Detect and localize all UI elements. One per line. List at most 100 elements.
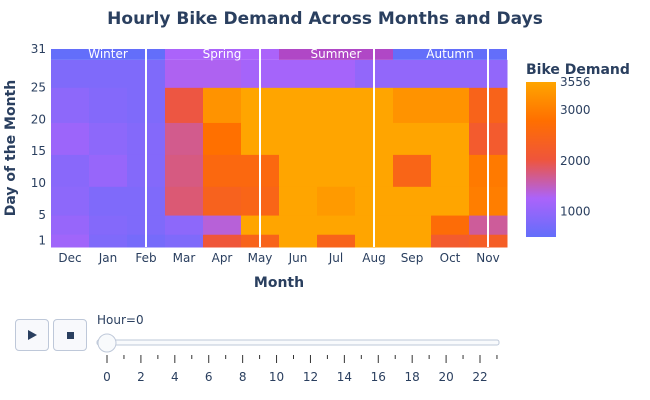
season-band	[165, 49, 279, 60]
x-tick-label: May	[248, 251, 273, 265]
heatmap-cell	[317, 154, 356, 187]
y-tick-label: 1	[38, 234, 46, 248]
heatmap-cell	[51, 186, 90, 216]
x-axis-title: Month	[254, 275, 304, 291]
y-axis-title: Day of the Month	[3, 80, 19, 216]
x-tick-label: Feb	[135, 251, 156, 265]
heatmap-cell	[393, 215, 432, 235]
colorbar	[526, 82, 556, 237]
heatmap-cell	[393, 234, 432, 248]
slider-tick-label: 10	[269, 370, 284, 384]
slider-tick-label: 0	[103, 370, 111, 384]
heatmap-cell	[51, 87, 90, 123]
heatmap-cell	[279, 234, 318, 248]
slider-ticks: 0 2 4 6 8 10 12 14 16 18 20 22	[103, 355, 498, 384]
colorbar-tick-label: 1000	[560, 205, 591, 219]
heatmap-cell	[279, 59, 318, 88]
heatmap-cell	[89, 87, 128, 123]
heatmap-cell	[89, 186, 128, 216]
slider-tick-label: 6	[205, 370, 213, 384]
heatmap-cell	[431, 122, 470, 155]
y-tick-label: 25	[31, 80, 46, 94]
heatmap-cell	[51, 154, 90, 187]
heatmap-cell	[393, 186, 432, 216]
slider-current-label: Hour=0	[97, 313, 144, 327]
heatmap-cell	[393, 154, 432, 187]
season-label: Spring	[203, 47, 242, 61]
colorbar-title: Bike Demand	[526, 62, 630, 78]
slider-tick-label: 20	[438, 370, 453, 384]
slider-tick-label: 2	[137, 370, 145, 384]
play-icon	[27, 330, 37, 340]
heatmap-cell	[279, 186, 318, 216]
x-axis-ticks: Dec Jan Feb Mar Apr May Jun Jul Aug Sep Oct Nov	[58, 251, 499, 265]
heatmap-cell	[51, 59, 90, 88]
x-tick-label: Aug	[362, 251, 385, 265]
heatmap-cell	[317, 122, 356, 155]
slider-tick-label: 4	[171, 370, 179, 384]
heatmap-cell	[203, 87, 242, 123]
x-tick-label: Jan	[98, 251, 118, 265]
season-label: Summer	[311, 47, 362, 61]
x-tick-label: Dec	[58, 251, 81, 265]
x-tick-label: Nov	[476, 251, 499, 265]
y-tick-label: 31	[31, 42, 46, 56]
x-tick-label: Jun	[288, 251, 308, 265]
y-tick-label: 5	[38, 208, 46, 222]
season-label: Winter	[88, 47, 128, 61]
colorbar-tick-label: 2000	[560, 154, 591, 168]
heatmap-cell	[89, 154, 128, 187]
heatmap-cell	[203, 122, 242, 155]
heatmap-cell	[279, 215, 318, 235]
heatmap-cell	[431, 59, 470, 88]
heatmap-cell	[203, 234, 242, 248]
heatmap-cell	[279, 154, 318, 187]
colorbar-tick-label: 3000	[560, 103, 591, 117]
season-label: Autumn	[426, 47, 473, 61]
season-band	[51, 49, 165, 60]
colorbar-ticks: 1000 2000 3000 3556	[560, 75, 591, 219]
heatmap-cell	[317, 59, 356, 88]
heatmap-cell	[165, 215, 204, 235]
heatmap-cell	[393, 59, 432, 88]
heatmap-cell	[393, 87, 432, 123]
slider-tick-label: 16	[371, 370, 386, 384]
heatmap-cell	[89, 234, 128, 248]
slider-tick-label: 22	[472, 370, 487, 384]
season-dividers	[145, 49, 489, 247]
slider-handle[interactable]	[97, 333, 117, 353]
heatmap-cell	[51, 234, 90, 248]
heatmap-cell	[317, 234, 356, 248]
heatmap-cell	[431, 87, 470, 123]
slider-tick-label: 8	[239, 370, 247, 384]
heatmap-cell	[203, 154, 242, 187]
heatmap-cell	[165, 87, 204, 123]
heatmap-cell	[431, 215, 470, 235]
heatmap-cell	[317, 215, 356, 235]
y-tick-label: 15	[31, 144, 46, 158]
heatmap-cell	[89, 59, 128, 88]
slider-rail[interactable]	[96, 339, 500, 346]
heatmap-cell	[203, 215, 242, 235]
y-tick-label: 10	[31, 176, 46, 190]
play-button[interactable]	[15, 319, 49, 351]
heatmap-cell	[165, 59, 204, 88]
colorbar-tick-label: 3556	[560, 75, 591, 89]
heatmap-cell	[431, 154, 470, 187]
y-tick-label: 20	[31, 112, 46, 126]
slider-tick-label: 14	[337, 370, 352, 384]
heatmap-cell	[279, 87, 318, 123]
heatmap-cells	[51, 59, 508, 248]
slider-tick-label: 18	[405, 370, 420, 384]
heatmap-cell	[51, 122, 90, 155]
stop-button[interactable]	[53, 319, 87, 351]
heatmap-cell	[165, 122, 204, 155]
chart-title: Hourly Bike Demand Across Months and Day…	[107, 9, 543, 29]
heatmap-cell	[393, 122, 432, 155]
heatmap-cell	[203, 186, 242, 216]
season-band	[393, 49, 507, 60]
heatmap-cell	[51, 215, 90, 235]
heatmap-cell	[317, 87, 356, 123]
